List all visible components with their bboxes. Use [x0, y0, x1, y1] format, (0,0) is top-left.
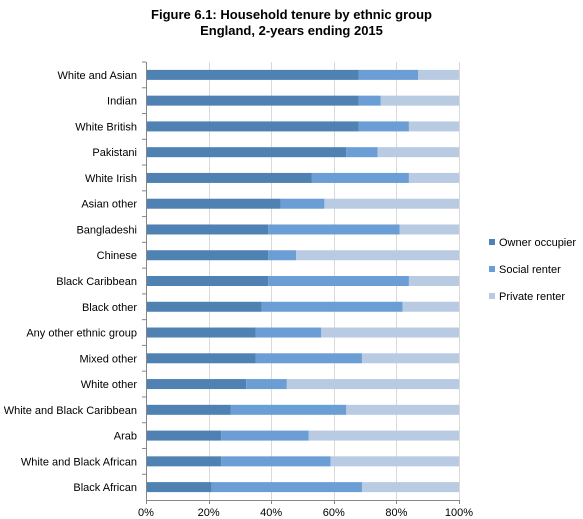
category-label: Any other ethnic group: [26, 328, 137, 340]
bar-segment-owner-occupier: [146, 301, 262, 312]
bars: [146, 69, 459, 493]
category-label: Mixed other: [80, 353, 138, 365]
bar-segment-owner-occupier: [146, 224, 269, 235]
chart-title: Figure 6.1: Household tenure by ethnic g…: [151, 7, 432, 22]
bar-segment-social-renter: [221, 430, 309, 441]
bar-segment-owner-occupier: [146, 147, 347, 158]
bar-segment-owner-occupier: [146, 276, 269, 286]
bar-segment-social-renter: [358, 121, 409, 132]
bar-segment-owner-occupier: [146, 379, 247, 390]
bar-segment-social-renter: [255, 353, 362, 364]
legend-label: Social renter: [499, 264, 561, 276]
bar-segment-private-renter: [408, 172, 459, 183]
bar-segment-private-renter: [408, 276, 459, 286]
bar-segment-social-renter: [268, 224, 400, 235]
bar-segment-private-renter: [286, 379, 459, 390]
bar-segment-owner-occupier: [146, 198, 281, 209]
bar-segment-social-renter: [261, 301, 403, 312]
x-tick-label: 40%: [260, 507, 282, 519]
x-tick-label: 80%: [385, 507, 407, 519]
category-label: Black African: [73, 482, 137, 494]
bar-segment-private-renter: [324, 198, 459, 209]
bar-segment-private-renter: [346, 404, 459, 415]
bar-segment-private-renter: [361, 482, 459, 493]
category-label: White and Asian: [58, 70, 138, 82]
bar-segment-owner-occupier: [146, 482, 212, 493]
bar-segment-owner-occupier: [146, 353, 256, 364]
bar-segment-private-renter: [408, 121, 459, 132]
category-label: Chinese: [97, 250, 137, 262]
bar-segment-owner-occupier: [146, 404, 231, 415]
x-tick-label: 100%: [445, 507, 473, 519]
category-label: White Irish: [85, 173, 137, 185]
x-tick-label: 0%: [138, 507, 154, 519]
bar-segment-private-renter: [377, 147, 459, 158]
bar-segment-owner-occupier: [146, 69, 359, 80]
category-label: White British: [75, 121, 137, 133]
bar-segment-private-renter: [330, 456, 459, 467]
x-tick-labels: 0% 20% 40% 60% 80% 100%: [138, 507, 473, 519]
bar-segment-social-renter: [246, 379, 287, 390]
legend-swatch: [489, 293, 495, 299]
bar-segment-social-renter: [280, 198, 325, 209]
category-label: Arab: [114, 431, 137, 443]
bar-segment-private-renter: [361, 353, 459, 364]
bar-segment-owner-occupier: [146, 430, 222, 441]
bar-segment-social-renter: [358, 95, 381, 106]
chart-title-block: Figure 6.1: Household tenure by ethnic g…: [0, 7, 583, 39]
legend: Owner occupier Social renter Private rente…: [489, 237, 576, 303]
bar-segment-social-renter: [358, 69, 419, 80]
category-label: Indian: [107, 96, 137, 108]
axes: [142, 61, 460, 504]
legend-label: Private renter: [499, 291, 565, 303]
legend-label: Owner occupier: [499, 237, 576, 249]
x-tick-label: 20%: [198, 507, 220, 519]
bar-segment-social-renter: [211, 482, 362, 493]
bar-segment-owner-occupier: [146, 172, 312, 183]
category-label: Bangladeshi: [76, 224, 137, 236]
bar-segment-social-renter: [268, 276, 409, 286]
bar-segment-owner-occupier: [146, 456, 222, 467]
category-label: Black Caribbean: [56, 276, 137, 288]
bar-segment-private-renter: [321, 327, 459, 338]
x-tick-label: 60%: [323, 507, 345, 519]
category-label: Black other: [82, 302, 137, 314]
bar-segment-private-renter: [399, 224, 459, 235]
bar-segment-social-renter: [255, 327, 322, 338]
category-label: Asian other: [81, 199, 137, 211]
bar-segment-private-renter: [418, 69, 459, 80]
bar-segment-social-renter: [268, 250, 297, 261]
bar-segment-owner-occupier: [146, 327, 256, 338]
category-label: Pakistani: [92, 147, 137, 159]
category-label: White other: [81, 379, 138, 391]
bar-segment-private-renter: [380, 95, 459, 106]
legend-swatch: [489, 239, 495, 245]
bar-segment-social-renter: [230, 404, 347, 415]
bar-segment-private-renter: [296, 250, 459, 261]
bar-segment-owner-occupier: [146, 250, 269, 261]
bar-segment-owner-occupier: [146, 121, 359, 132]
category-label: White and Black Caribbean: [4, 405, 137, 417]
category-labels: White and Asian Indian White British Pakist…: [4, 70, 138, 494]
bar-segment-private-renter: [308, 430, 459, 441]
legend-swatch: [489, 266, 495, 272]
bar-segment-social-renter: [311, 172, 409, 183]
bar-segment-private-renter: [402, 301, 459, 312]
bar-segment-owner-occupier: [146, 95, 359, 106]
bar-segment-social-renter: [221, 456, 331, 467]
category-label: White and Black African: [21, 456, 137, 468]
bar-segment-social-renter: [346, 147, 378, 158]
chart-subtitle: England, 2-years ending 2015: [200, 23, 383, 38]
